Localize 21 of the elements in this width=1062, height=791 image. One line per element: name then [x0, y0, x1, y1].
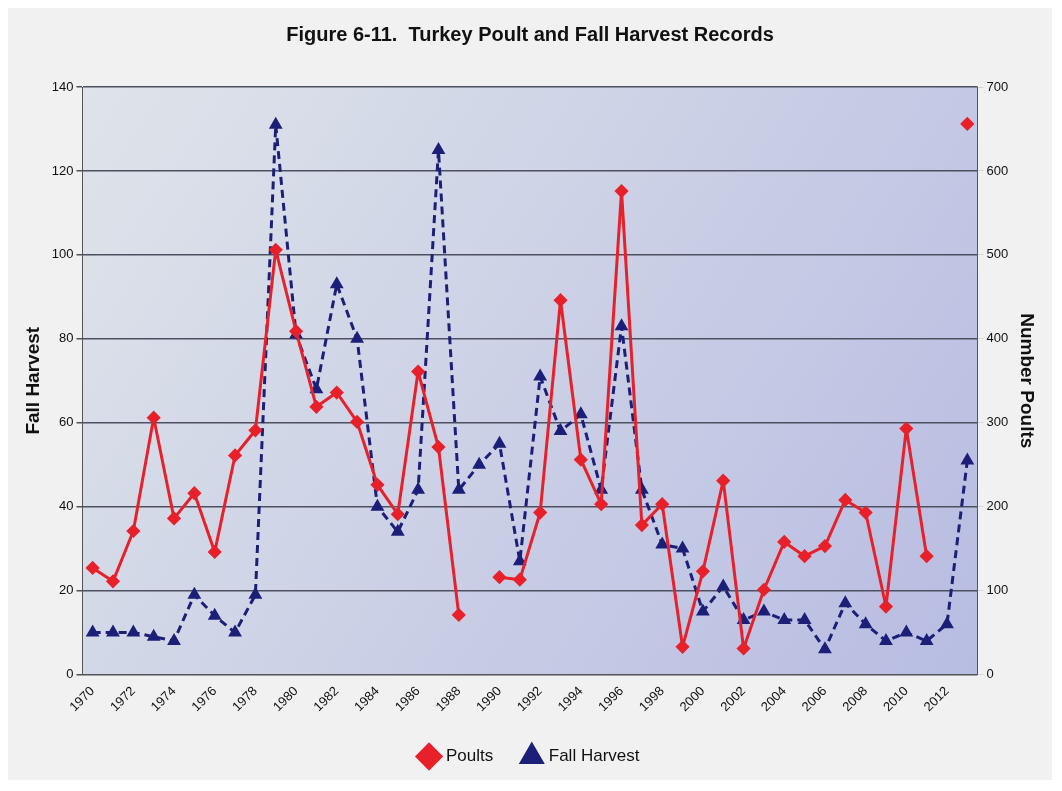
y2-tick-label: 300 [986, 414, 1009, 430]
chart-title: Figure 6-11. Turkey Poult and Fall Harvest Records [286, 22, 774, 45]
y-tick-label: 120 [51, 162, 74, 178]
y2-tick-label: 0 [986, 666, 994, 682]
y2-tick-label: 200 [986, 498, 1009, 514]
y2-tick-label: 400 [986, 330, 1009, 346]
y-tick-label: 20 [59, 582, 74, 598]
y2-tick-label: 100 [986, 582, 1009, 598]
y-tick-label: 0 [66, 666, 74, 682]
y2-axis-title: Number Poults [1017, 313, 1039, 449]
y2-tick-label: 700 [986, 78, 1009, 94]
y2-tick-label: 500 [986, 246, 1009, 262]
y-axis-title: Fall Harvest [21, 326, 43, 435]
y-tick-label: 80 [59, 330, 74, 346]
y-tick-label: 100 [51, 246, 74, 262]
legend-label: Poults [446, 746, 494, 766]
y-tick-label: 60 [59, 414, 74, 430]
y-tick-label: 40 [59, 498, 74, 514]
y2-tick-label: 600 [986, 162, 1009, 178]
y-tick-label: 140 [51, 78, 74, 94]
legend-label: Fall Harvest [548, 746, 640, 766]
